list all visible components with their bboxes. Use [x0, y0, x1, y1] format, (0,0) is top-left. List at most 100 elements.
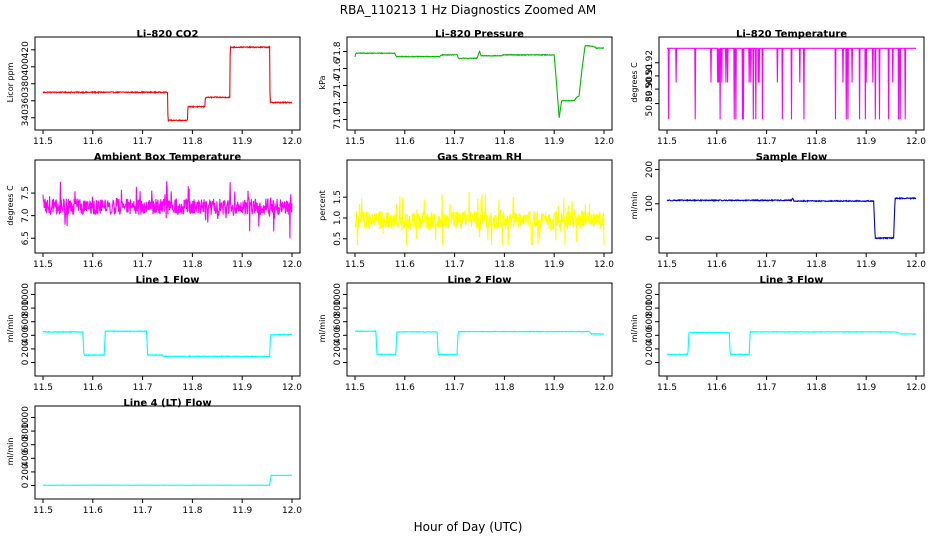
- x-tick-label: 12.0: [906, 137, 926, 147]
- x-tick-label: 11.7: [445, 260, 465, 270]
- series-line: [666, 330, 917, 356]
- plot-frame: [34, 159, 301, 254]
- y-tick-label: 200: [645, 161, 655, 178]
- x-tick-label: 11.9: [544, 260, 564, 270]
- series-line: [42, 45, 293, 123]
- chart-panel: Li–820 Temperature 11.5 11.6 11.7 11.8 11.9 12…: [630, 29, 926, 147]
- panel-title: Gas Stream RH: [437, 152, 522, 163]
- panel-title: Sample Flow: [756, 152, 828, 163]
- plot-frame: [346, 282, 613, 377]
- y-tick-label: 1000: [21, 283, 31, 306]
- y-tick-label: 400: [21, 326, 31, 343]
- y-tick-label: 0: [21, 482, 31, 488]
- y-tick-label: 7.5: [21, 186, 31, 200]
- x-tick-label: 11.6: [83, 137, 103, 147]
- x-tick-label: 11.5: [657, 383, 677, 393]
- y-tick-label: 800: [21, 422, 31, 439]
- y-tick-label: 600: [21, 436, 31, 453]
- x-tick-label: 11.7: [133, 137, 153, 147]
- x-tick-label: 11.5: [345, 260, 365, 270]
- y-tick-label: 800: [333, 299, 343, 316]
- x-tick-label: 12.0: [282, 506, 302, 516]
- x-tick-label: 11.7: [133, 506, 153, 516]
- panel-title: Line 4 (LT) Flow: [123, 398, 211, 409]
- y-tick-label: 600: [333, 313, 343, 330]
- x-tick-label: 11.7: [757, 137, 777, 147]
- y-tick-label: 400: [21, 58, 31, 75]
- x-tick-label: 12.0: [282, 383, 302, 393]
- x-tick-label: 11.7: [133, 260, 153, 270]
- y-tick-label: 1.0: [333, 211, 343, 226]
- chart-panel: Ambient Box Temperature 11.5 11.6 11.7 11.8 1…: [6, 152, 302, 270]
- x-tick-label: 11.6: [395, 383, 415, 393]
- y-tick-label: 7.0: [21, 208, 31, 223]
- x-tick-label: 11.5: [33, 137, 53, 147]
- x-tick-label: 11.6: [83, 260, 103, 270]
- x-tick-label: 12.0: [906, 260, 926, 270]
- y-tick-label: 400: [645, 326, 655, 343]
- plot-frame: [346, 36, 613, 131]
- y-tick-label: 0.5: [333, 232, 343, 246]
- y-tick-label: 600: [21, 313, 31, 330]
- x-tick-label: 12.0: [282, 260, 302, 270]
- x-tick-label: 11.7: [757, 383, 777, 393]
- x-tick-label: 11.5: [657, 137, 677, 147]
- panel-title: Line 1 Flow: [136, 275, 200, 286]
- y-tick-label: 200: [645, 340, 655, 357]
- x-tick-label: 11.5: [657, 260, 677, 270]
- x-tick-label: 12.0: [594, 137, 614, 147]
- y-tick-label: 71.8: [333, 41, 343, 61]
- chart-panel: Sample Flow 11.5 11.6 11.7 11.8 11.9 12.0 0 100 2…: [630, 152, 926, 270]
- x-tick-label: 11.8: [806, 260, 826, 270]
- y-tick-label: 71.2: [333, 92, 343, 112]
- x-tick-label: 11.9: [232, 137, 252, 147]
- y-tick-label: 1.5: [333, 190, 343, 204]
- x-tick-label: 11.8: [806, 383, 826, 393]
- x-tick-label: 12.0: [282, 137, 302, 147]
- panel-title: Line 3 Flow: [760, 275, 824, 286]
- y-axis-label: kPa: [318, 75, 327, 89]
- x-tick-label: 11.6: [707, 137, 727, 147]
- x-tick-label: 12.0: [594, 383, 614, 393]
- y-axis-label: ml/min: [318, 315, 327, 343]
- x-tick-label: 11.9: [856, 383, 876, 393]
- x-tick-label: 11.7: [133, 383, 153, 393]
- y-tick-label: 1000: [21, 406, 31, 429]
- x-tick-label: 11.8: [494, 137, 514, 147]
- panel-title: Li–820 CO2: [137, 29, 199, 40]
- panel-title: Li–820 Temperature: [736, 29, 847, 40]
- x-tick-label: 11.6: [395, 137, 415, 147]
- x-tick-label: 11.9: [232, 383, 252, 393]
- y-axis-label: ml/min: [6, 315, 15, 343]
- panel-title: Li–820 Pressure: [435, 29, 524, 40]
- x-tick-label: 11.8: [494, 260, 514, 270]
- series-line: [667, 47, 916, 120]
- chart-panel: Li–820 Pressure 11.5 11.6 11.7 11.8 11.9 12.0 7…: [318, 29, 614, 147]
- series-line: [666, 196, 917, 240]
- plot-frame: [34, 282, 301, 377]
- x-tick-label: 11.7: [445, 137, 465, 147]
- y-axis-label: percent: [318, 190, 327, 221]
- x-tick-label: 12.0: [594, 260, 614, 270]
- y-axis-label: ml/min: [630, 192, 639, 220]
- plot-frame: [658, 159, 925, 254]
- y-axis-label: ml/min: [6, 438, 15, 466]
- x-tick-label: 11.8: [182, 383, 202, 393]
- x-tick-label: 11.6: [707, 260, 727, 270]
- y-tick-label: 380: [21, 75, 31, 92]
- plot-frame: [346, 159, 613, 254]
- x-tick-label: 11.8: [182, 506, 202, 516]
- x-tick-label: 11.9: [856, 137, 876, 147]
- x-tick-label: 11.9: [232, 506, 252, 516]
- y-tick-label: 200: [21, 463, 31, 480]
- y-tick-label: 360: [21, 92, 31, 109]
- y-tick-label: 200: [333, 340, 343, 357]
- y-tick-label: 0: [645, 359, 655, 365]
- x-axis-label: Hour of Day (UTC): [414, 520, 523, 534]
- y-tick-label: 800: [21, 299, 31, 316]
- y-tick-label: 1000: [333, 283, 343, 306]
- panel-title: Ambient Box Temperature: [94, 152, 241, 163]
- y-tick-label: 200: [21, 340, 31, 357]
- series-line: [42, 474, 293, 486]
- y-axis-label: Licor ppm: [6, 62, 15, 102]
